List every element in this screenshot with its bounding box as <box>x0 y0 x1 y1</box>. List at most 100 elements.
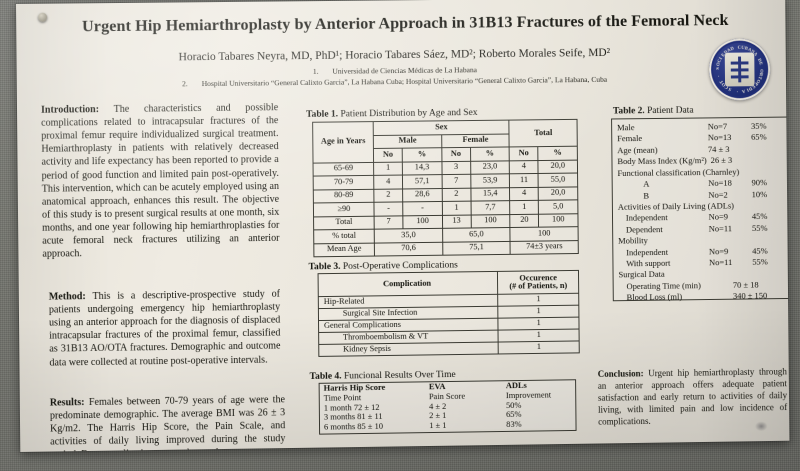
label-surgical-data: Surgical Data <box>618 269 665 280</box>
value-age-mean: 74 ± 3 <box>707 143 730 154</box>
conclusion-label: Conclusion: <box>597 368 644 379</box>
cell-mean-age-male: 70,6 <box>374 241 443 257</box>
value-female-pct: 65% <box>751 132 767 143</box>
section-results: Results: Females between 70-79 years of … <box>50 393 286 452</box>
value-mobility-support-no: No=11 <box>708 257 733 268</box>
cell-female-pct: 100 <box>470 214 511 228</box>
th-male-no: No <box>373 148 403 162</box>
label-mobility: Mobility <box>618 235 648 246</box>
cell-female-no: 3 <box>441 160 471 175</box>
value-bmi: 26 ± 3 <box>710 155 733 166</box>
th-male: Male <box>373 134 442 149</box>
cell-total-pct: 100 <box>538 213 579 228</box>
row-female: Female No=13 65% <box>617 132 787 145</box>
cell-total-pct: 20,0 <box>538 159 578 174</box>
label-adl-dependent: Dependent <box>625 223 663 235</box>
table-patient-data: Male No=7 35% Female No=13 65% Age (mean… <box>611 116 790 304</box>
value-blood-loss: 340 ± 150 <box>732 290 768 302</box>
th-male-pct: % <box>402 147 442 162</box>
value-operating-time: 70 ± 18 <box>732 279 759 290</box>
pushpin-icon <box>38 12 48 22</box>
cell-male-no: - <box>374 201 403 216</box>
table3-caption: Table 3. Post-Operative Complications <box>309 259 458 272</box>
results-text: Females between 70-79 years of age were … <box>49 394 286 452</box>
cell-age: 65-69 <box>313 161 374 177</box>
th-total-no: No <box>509 146 539 161</box>
label-mobility-support: With support <box>626 257 671 269</box>
cell-male-no: 4 <box>373 175 403 189</box>
table-row: Mean Age 70,6 75,1 74±3 years <box>313 240 579 257</box>
conference-poster: Urgent Hip Hemiarthroplasty by Anterior … <box>16 0 790 452</box>
table-post-operative-complications: Complication Occurence (# of Patients, n… <box>317 269 580 357</box>
cell-male-no: 2 <box>374 188 403 203</box>
cell-total-no: 1 <box>509 200 539 215</box>
table1-caption: Table 1. Patient Distribution by Age and… <box>306 107 477 120</box>
value-female-no: No=13 <box>707 132 732 143</box>
cell-male-pct: 100 <box>402 214 443 229</box>
cell-mean-age-all: 74±3 years <box>510 240 579 255</box>
page-title: Urgent Hip Hemiarthroplasty by Anterior … <box>81 11 729 36</box>
table2-caption: Table 2. Patient Data <box>613 105 694 117</box>
table-functional-results: Harris Hip Score EVA ADLs Time Point Pai… <box>318 379 577 435</box>
value-adl-independent-no: No=9 <box>708 211 728 222</box>
value-adl-dependent-no: No=11 <box>708 223 733 234</box>
cell-occurrence: 1 <box>498 340 580 354</box>
cell-male-pct: 28,6 <box>402 188 443 202</box>
cell-age: 70-79 <box>313 175 375 190</box>
value-adl-independent-pct: 45% <box>751 211 768 222</box>
th-complication: Complication <box>318 271 498 297</box>
cell-time-point: 6 months 85 ± 10 <box>323 420 384 432</box>
table2-caption-text: Patient Data <box>644 104 694 117</box>
value-adl-dependent-pct: 55% <box>751 222 768 233</box>
cell-female-pct: 53,9 <box>470 173 510 188</box>
row-mobility-support: With support No=11 55% <box>618 256 788 269</box>
introduction-text: The characteristics and possible complic… <box>41 102 280 260</box>
cell-male-pct: 14,3 <box>402 161 442 176</box>
value-mobility-independent-no: No=9 <box>708 245 729 256</box>
th-total-pct: % <box>537 146 578 161</box>
cell-adl: 83% <box>506 418 522 429</box>
cell-female-no: 1 <box>442 201 471 215</box>
cell-eva: 1 ± 1 <box>429 419 447 430</box>
table1-caption-text: Patient Distribution by Age and Sex <box>337 107 478 120</box>
value-mobility-support-pct: 55% <box>752 256 768 267</box>
th-total: Total <box>509 119 578 147</box>
table4-caption-text: Funcional Results Over Time <box>341 368 456 382</box>
seal-emblem-icon <box>724 52 755 87</box>
th-female-pct: % <box>470 146 510 161</box>
cell-total-pct: 20,0 <box>538 186 578 201</box>
cell-male-no: 7 <box>374 215 403 230</box>
th-occurrence: Occurence (# of Patients, n) <box>497 270 579 295</box>
cell-total-no: 4 <box>509 160 539 174</box>
th-occurrence-line2: (# of Patients, n) <box>509 280 568 291</box>
table3-caption-number: Table 3. <box>308 260 341 273</box>
affiliation-1-text: Universidad de Ciencias Médicas de La Ha… <box>332 65 478 76</box>
th-female: Female <box>441 133 510 148</box>
row-adl-dependent: Dependent No=11 55% <box>618 222 788 235</box>
cell-mean-age-label: Mean Age <box>313 242 375 257</box>
affiliation-1-number: 1. <box>312 66 319 76</box>
cell-pct-total-all: 100 <box>510 226 579 241</box>
row-blood-loss: Blood Loss (ml) 340 ± 150 <box>619 290 789 304</box>
value-charnley-a-no: No=18 <box>708 177 732 188</box>
cell-total-no: 20 <box>510 213 539 228</box>
value-charnley-b-no: No=2 <box>708 189 728 200</box>
cell-complication: Kidney Sepsis <box>318 342 499 357</box>
th-age-in-years: Age in Years <box>312 121 374 163</box>
table-row: Kidney Sepsis 1 <box>318 340 580 357</box>
th-female-no: No <box>441 147 471 162</box>
value-male-pct: 35% <box>750 120 767 131</box>
cell-mean-age-female: 75,1 <box>442 240 511 256</box>
section-conclusion: Conclusion: Urgent hip hemiarthroplasty … <box>598 365 788 428</box>
value-male-no: No=7 <box>707 121 728 132</box>
cell-occurrence: 1 <box>498 317 580 331</box>
table4-caption: Table 4. Funcional Results Over Time <box>310 369 456 382</box>
cell-male-no: 1 <box>373 161 403 176</box>
table-header-row: Complication Occurence (# of Patients, n… <box>318 270 579 297</box>
cell-total-pct: 5,0 <box>538 199 578 214</box>
cell-pct-total-female: 65,0 <box>442 227 511 242</box>
author-list: Horacio Tabares Neyra, MD, PhD¹; Horacio… <box>76 45 711 64</box>
introduction-label: Introduction: <box>40 104 100 116</box>
cell-female-no: 7 <box>441 174 471 189</box>
